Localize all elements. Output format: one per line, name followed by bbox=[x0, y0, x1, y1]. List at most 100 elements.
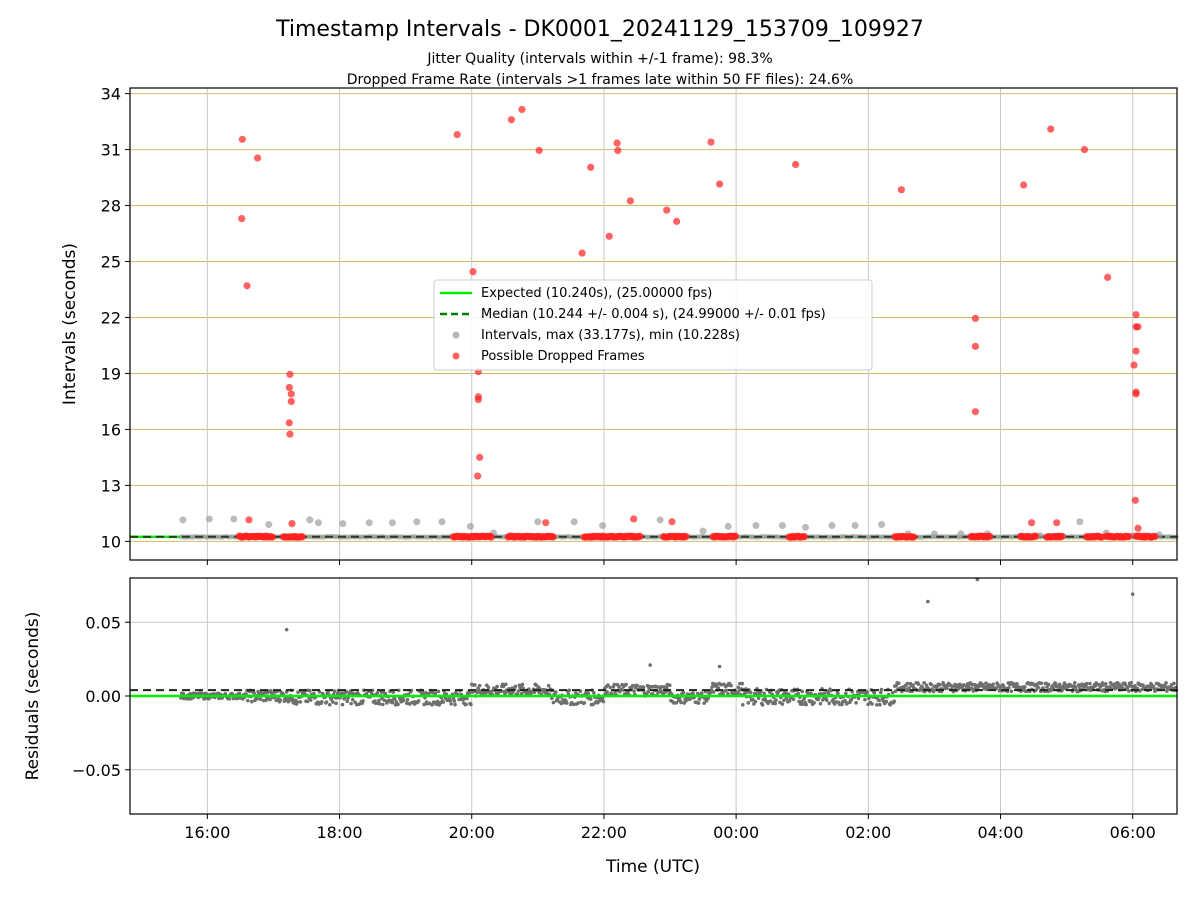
residual-point bbox=[679, 700, 683, 705]
legend-expected-label: Expected (10.240s), (25.00000 fps) bbox=[481, 286, 712, 301]
residual-point bbox=[295, 700, 300, 704]
residual-point bbox=[449, 702, 453, 706]
residual-point bbox=[469, 702, 473, 707]
dropped-frame-point bbox=[474, 395, 482, 404]
residual-point bbox=[825, 698, 829, 703]
dropped-frame-point bbox=[910, 533, 918, 541]
residual-point bbox=[916, 682, 921, 686]
interval-point bbox=[570, 518, 578, 526]
dropped-frame-point bbox=[663, 206, 671, 214]
dropped-frame-point bbox=[630, 515, 638, 523]
residual-point bbox=[305, 699, 310, 704]
dropped-frame-point bbox=[1020, 181, 1028, 189]
residual-point bbox=[608, 685, 613, 690]
residual-point bbox=[748, 690, 753, 695]
intervals-y-tick-label: 16 bbox=[101, 420, 121, 439]
dropped-frame-point bbox=[268, 533, 276, 541]
x-tick-label: 20:00 bbox=[449, 823, 495, 842]
intervals-y-tick-label: 22 bbox=[101, 308, 121, 327]
residual-point bbox=[464, 702, 468, 707]
residual-point bbox=[381, 702, 385, 707]
residual-point bbox=[534, 683, 538, 687]
interval-point bbox=[466, 522, 474, 530]
residual-point bbox=[621, 688, 625, 692]
residual-point bbox=[252, 691, 256, 695]
residual-point bbox=[375, 691, 380, 695]
residual-point bbox=[1046, 682, 1051, 687]
residual-point bbox=[691, 691, 695, 695]
dropped-frame-point bbox=[971, 408, 979, 416]
residual-point bbox=[760, 703, 765, 707]
residual-point bbox=[828, 688, 833, 693]
residual-point bbox=[890, 690, 895, 695]
residual-point bbox=[702, 701, 706, 705]
residual-point bbox=[1073, 685, 1078, 689]
dropped-frame-point bbox=[287, 397, 295, 406]
residual-point bbox=[870, 702, 874, 706]
dropped-frame-point bbox=[1132, 347, 1140, 355]
residual-point bbox=[1061, 684, 1066, 688]
interval-point bbox=[388, 519, 396, 527]
residual-point bbox=[674, 700, 679, 705]
residual-point bbox=[401, 698, 406, 703]
interval-point bbox=[339, 520, 347, 528]
residual-point bbox=[331, 700, 335, 704]
residual-point bbox=[706, 696, 710, 701]
residual-point bbox=[696, 701, 701, 705]
residual-point bbox=[768, 699, 773, 703]
residuals-y-tick-label: 0.00 bbox=[85, 687, 121, 706]
residual-point bbox=[416, 698, 421, 703]
residual-point bbox=[513, 684, 518, 689]
x-tick-label: 18:00 bbox=[316, 823, 362, 842]
dropped-frame-point bbox=[288, 520, 296, 528]
residual-point bbox=[773, 701, 778, 706]
residual-point bbox=[646, 689, 651, 694]
residual-point bbox=[1126, 689, 1131, 693]
residual-point bbox=[546, 683, 551, 688]
residual-point bbox=[641, 685, 646, 690]
interval-point bbox=[957, 530, 965, 538]
residual-point bbox=[453, 702, 457, 707]
interval-point bbox=[851, 521, 859, 529]
residual-point bbox=[520, 682, 525, 687]
residuals-x-ticks: 16:00 18:00 20:00 22:00 00:00 02:00 04:00 06:00 bbox=[184, 814, 1156, 842]
residual-point bbox=[809, 691, 813, 696]
residual-point bbox=[849, 697, 854, 702]
dropped-frame-point bbox=[507, 116, 515, 124]
x-axis-title: Time (UTC) bbox=[605, 857, 700, 877]
residual-point bbox=[787, 699, 792, 703]
residuals-y-ticks: −0.05 0.00 0.05 bbox=[72, 613, 130, 780]
residual-point bbox=[894, 683, 899, 688]
dropped-frame-point bbox=[1132, 390, 1140, 398]
dropped-frame-point bbox=[1047, 125, 1055, 133]
residual-point bbox=[1039, 681, 1044, 686]
residual-point bbox=[617, 684, 621, 689]
residual-point bbox=[740, 681, 745, 686]
residual-point bbox=[892, 699, 897, 703]
dropped-frame-point bbox=[578, 249, 586, 257]
interval-point bbox=[205, 515, 213, 523]
residual-point bbox=[729, 683, 733, 688]
residual-point bbox=[1073, 680, 1077, 685]
residual-point bbox=[826, 691, 831, 696]
residual-point bbox=[966, 685, 971, 689]
residual-point bbox=[308, 698, 313, 702]
residual-point bbox=[991, 682, 995, 687]
interval-point bbox=[306, 516, 314, 524]
residual-point bbox=[606, 683, 610, 687]
residual-point bbox=[854, 701, 858, 705]
residuals-points bbox=[130, 577, 1179, 707]
dropped-frame-point bbox=[1131, 496, 1139, 504]
interval-point bbox=[1076, 518, 1084, 526]
residual-point bbox=[632, 689, 636, 693]
residual-point bbox=[1034, 688, 1038, 692]
dropped-frame-point bbox=[1130, 361, 1138, 369]
intervals-plot-frame bbox=[129, 87, 1178, 561]
intervals-y-tick-label: 31 bbox=[101, 141, 121, 160]
residual-point bbox=[856, 696, 861, 701]
residual-point bbox=[284, 627, 289, 632]
interval-point bbox=[778, 521, 786, 529]
residual-point bbox=[258, 697, 263, 701]
interval-point bbox=[534, 518, 542, 526]
dropped-frame-point bbox=[243, 282, 251, 290]
